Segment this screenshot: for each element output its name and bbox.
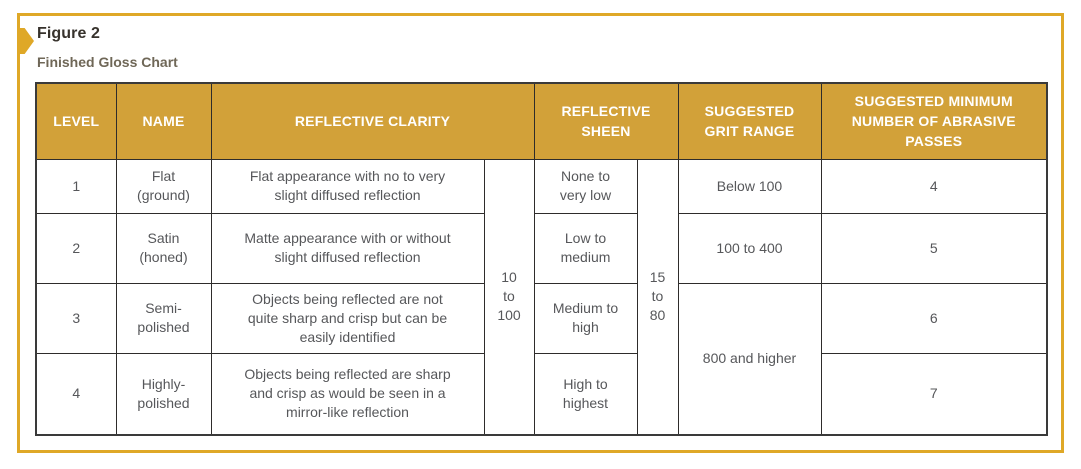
level-cell: 3 [35, 282, 117, 354]
name-cell: Semi- polished [115, 282, 212, 354]
gloss-range-cell: 10 to 100 [483, 158, 535, 436]
table-row-level-2: 2 Satin (honed) Matte appearance with or… [35, 212, 1048, 284]
level-cell: 4 [35, 352, 117, 436]
sheen-cell: None to very low [533, 158, 638, 214]
name-cell: Flat (ground) [115, 158, 212, 214]
table-row-level-1: 1 Flat (ground) Flat appearance with no … [35, 158, 1048, 436]
sheen-cell: High to highest [533, 352, 638, 436]
figure-marker-icon [17, 28, 34, 54]
finished-gloss-chart-table: LEVEL NAME REFLECTIVE CLARITY REFLECTIVE… [35, 82, 1048, 436]
grit-cell: 100 to 400 [677, 212, 822, 284]
clarity-cell: Matte appearance with or without slight … [210, 212, 485, 284]
reflective-sheen-header: REFLECTIVE SHEEN [533, 82, 679, 160]
name-cell: Highly- polished [115, 352, 212, 436]
passes-cell: 5 [820, 212, 1048, 284]
reflective-clarity-header: REFLECTIVE CLARITY [210, 82, 535, 160]
sheen-range-cell: 15 to 80 [636, 158, 679, 436]
sheen-cell: Low to medium [533, 212, 638, 284]
level-cell: 1 [35, 158, 117, 214]
name-header: NAME [115, 82, 212, 160]
figure-frame: Figure 2 Finished Gloss Chart LEVEL NAME… [17, 13, 1064, 453]
grit-cell: 800 and higher [677, 282, 822, 436]
clarity-cell: Flat appearance with no to very slight d… [210, 158, 485, 214]
passes-cell: 7 [820, 352, 1048, 436]
passes-cell: 4 [820, 158, 1048, 214]
name-cell: Satin (honed) [115, 212, 212, 284]
figure-title: Figure 2 [37, 25, 101, 42]
passes-cell: 6 [820, 282, 1048, 354]
header-row: LEVEL NAME REFLECTIVE CLARITY REFLECTIVE… [35, 82, 1048, 160]
level-header: LEVEL [35, 82, 117, 160]
table-row-level-4: 4 Highly- polished Objects being reflect… [35, 352, 1048, 436]
level-cell: 2 [35, 212, 117, 284]
sheen-cell: Medium to high [533, 282, 638, 354]
table-row-level-3: 3 Semi- polished Objects being reflected… [35, 282, 1048, 436]
clarity-cell: Objects being reflected are sharp and cr… [210, 352, 485, 436]
suggested-grit-range-header: SUGGESTED GRIT RANGE [677, 82, 822, 160]
clarity-cell: Objects being reflected are not quite sh… [210, 282, 485, 354]
figure-subtitle: Finished Gloss Chart [37, 54, 178, 70]
grit-cell: Below 100 [677, 158, 822, 214]
suggested-passes-header: SUGGESTED MINIMUM NUMBER OF ABRASIVE PAS… [820, 82, 1048, 160]
